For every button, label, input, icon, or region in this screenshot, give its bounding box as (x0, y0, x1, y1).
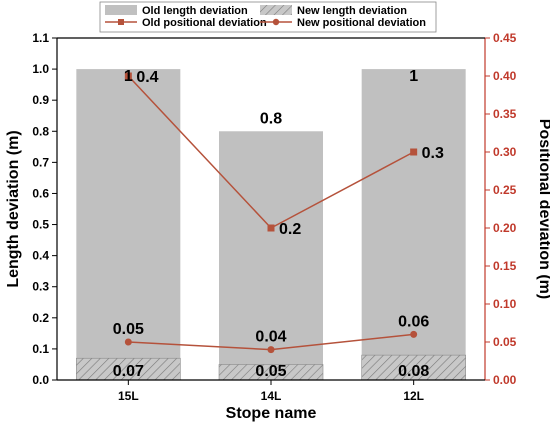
label-new-positional-15L: 0.05 (113, 321, 144, 338)
x-tick-label-15L: 15L (118, 389, 139, 403)
right-tick-label-8: 0.40 (493, 69, 517, 83)
old-positional-point-14L (267, 224, 275, 232)
legend: Old length deviation New length deviatio… (99, 1, 437, 33)
left-tick-label-11: 1.1 (32, 31, 49, 45)
label-old-positional-15L: 0.4 (136, 69, 158, 86)
left-tick-label-1: 0.1 (32, 342, 49, 356)
data-labels: 1 0.8 1 0.07 0.05 0.08 0.4 0.2 0.3 0.05 0.04 0.06 (113, 68, 444, 380)
lines-layer (124, 72, 418, 354)
label-new-length-15L: 0.07 (113, 363, 144, 380)
left-tick-label-2: 0.2 (32, 311, 49, 325)
label-new-positional-14L: 0.04 (255, 329, 286, 346)
right-tick-label-3: 0.15 (493, 259, 517, 273)
label-new-length-12L: 0.08 (398, 363, 429, 380)
left-tick-label-7: 0.7 (32, 155, 49, 169)
right-tick-label-4: 0.20 (493, 221, 517, 235)
left-y-axis-title: Length deviation (m) (5, 130, 22, 287)
legend-marker-old-positional (118, 19, 124, 25)
left-tick-label-10: 1.0 (32, 62, 49, 76)
old-positional-point-15L (124, 72, 132, 80)
bar-old-length-15L (76, 69, 181, 380)
right-y-axis-title: Positional deviation (m) (536, 119, 550, 299)
x-tick-label-12L: 12L (403, 389, 424, 403)
new-positional-point-12L (410, 330, 418, 338)
right-tick-label-6: 0.30 (493, 145, 517, 159)
bar-new-length-12L (361, 354, 466, 381)
legend-swatch-old-length (105, 5, 137, 15)
new-positional-point-14L (267, 346, 275, 354)
right-tick-label-5: 0.25 (493, 183, 517, 197)
legend-label-old-positional: Old positional deviation (142, 17, 267, 29)
left-tick-label-8: 0.8 (32, 124, 49, 138)
label-old-positional-14L: 0.2 (279, 221, 301, 238)
label-old-positional-12L: 0.3 (422, 145, 444, 162)
left-tick-label-9: 0.9 (32, 93, 49, 107)
right-tick-label-2: 0.10 (493, 297, 517, 311)
new-positional-point-15L (124, 338, 132, 346)
right-tick-label-1: 0.05 (493, 335, 517, 349)
x-axis-title: Stope name (226, 405, 317, 422)
left-y-ticks: 0.0 0.1 0.2 0.3 0.4 0.5 0.6 0.7 0.8 0.9 1.0 1.1 (32, 31, 57, 387)
legend-label-old-length: Old length deviation (142, 5, 248, 17)
x-tick-label-14L: 14L (261, 389, 282, 403)
legend-label-new-positional: New positional deviation (297, 17, 426, 29)
label-old-length-15L: 1 (124, 68, 133, 85)
label-old-length-14L: 0.8 (260, 110, 282, 127)
left-tick-label-0: 0.0 (32, 373, 49, 387)
x-ticks: 15L 14L 12L (118, 380, 424, 403)
bar-old-length-12L (361, 69, 466, 380)
label-old-length-12L: 1 (409, 68, 418, 85)
legend-label-new-length: New length deviation (297, 5, 407, 17)
bar-old-length-14L (219, 131, 323, 380)
right-tick-label-9: 0.45 (493, 31, 517, 45)
left-tick-label-5: 0.5 (32, 218, 49, 232)
left-tick-label-3: 0.3 (32, 280, 49, 294)
bars-layer (76, 69, 466, 381)
label-new-positional-12L: 0.06 (398, 313, 429, 330)
legend-marker-new-positional (272, 18, 280, 26)
legend-swatch-new-length (260, 5, 292, 15)
right-tick-label-7: 0.35 (493, 107, 517, 121)
label-new-length-14L: 0.05 (255, 363, 286, 380)
right-tick-label-0: 0.00 (493, 373, 517, 387)
left-tick-label-4: 0.4 (32, 249, 49, 263)
old-positional-point-12L (410, 148, 418, 156)
left-tick-label-6: 0.6 (32, 186, 49, 200)
right-y-ticks: 0.00 0.05 0.10 0.15 0.20 0.25 0.30 0.35 0.40 0.45 (485, 31, 517, 387)
